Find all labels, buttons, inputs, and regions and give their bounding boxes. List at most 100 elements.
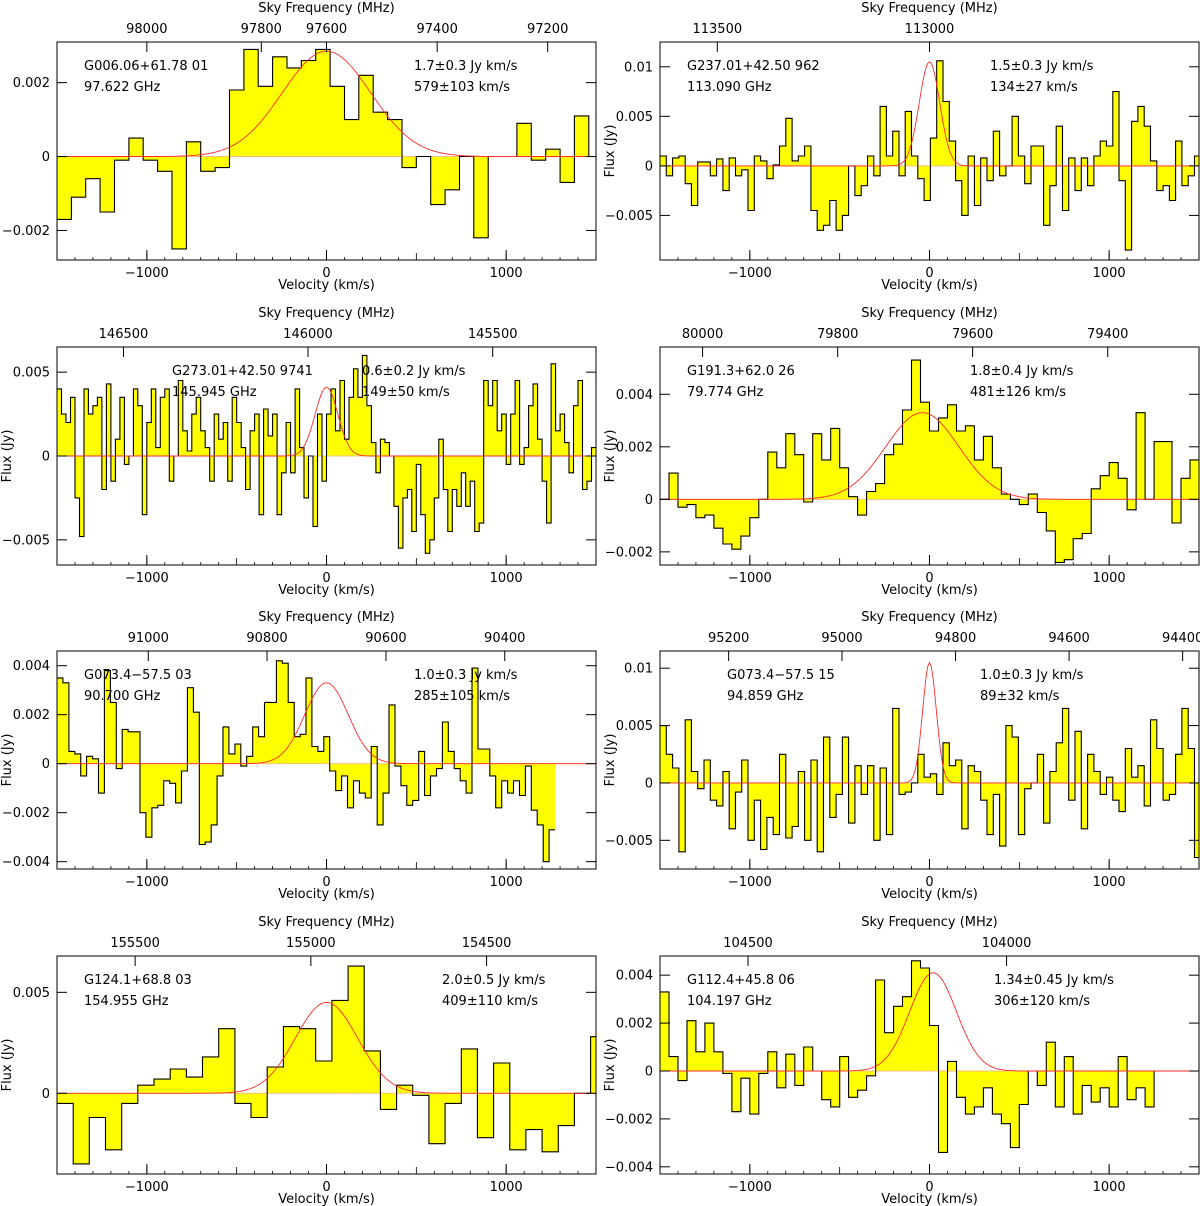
spectrum-bin <box>1010 1070 1020 1148</box>
spectrum-bin <box>330 86 345 157</box>
spectrum-bin <box>760 782 768 850</box>
spectrum-bin <box>660 155 667 166</box>
spectrum-bin <box>911 360 921 500</box>
spectrum-bin <box>582 456 588 490</box>
spectrum-bin <box>1163 165 1170 186</box>
y-tick-label: 0.004 <box>616 388 653 403</box>
spectrum-bin <box>200 430 206 456</box>
x-tick-label: 0 <box>925 266 933 281</box>
x-tick-label: −1000 <box>728 875 772 890</box>
spectrum-bin <box>1172 499 1182 523</box>
spectrum-bin <box>83 388 89 456</box>
spectrum-bin <box>754 155 762 166</box>
spectrum-bin <box>73 1093 90 1164</box>
top-axis-title: Sky Frequency (MHz) <box>861 1 997 16</box>
spectrum-bin <box>558 1093 575 1126</box>
line-width: 134±27 km/s <box>990 80 1078 95</box>
spectrum-bin <box>1055 499 1065 563</box>
integrated-flux: 2.0±0.5 Jy km/s <box>442 973 546 988</box>
x-axis-title: Velocity (km/s) <box>881 1192 978 1206</box>
spectrum-bin <box>1031 146 1038 166</box>
line-frequency: 113.090 GHz <box>687 80 772 95</box>
spectrum-bin <box>1181 708 1189 783</box>
spectrum-bin <box>88 414 94 456</box>
spectrum-bin <box>254 414 260 456</box>
spectrum-bin <box>92 758 99 764</box>
x-tick-label: −1000 <box>728 266 772 281</box>
spectrum-bin <box>949 141 956 166</box>
y-tick-label: 0.002 <box>616 440 653 455</box>
spectrum-bin <box>1018 155 1026 166</box>
spectrum-bin <box>974 165 982 206</box>
spectrum-bin <box>277 456 282 515</box>
spectrum-bin <box>299 1028 317 1094</box>
spectrum-bin <box>968 765 975 783</box>
spectrum-bin <box>668 1056 679 1071</box>
spectrum-bin <box>821 459 832 500</box>
spectrum-bin <box>507 763 514 794</box>
y-tick-label: −0.005 <box>605 834 653 849</box>
x-tick-label: 1000 <box>490 1180 523 1195</box>
spectrum-bin <box>1093 771 1101 783</box>
spectrum-panel-3: −1000 0 1000 −0.005 0 0.005 146500 146000 145500… <box>0 306 597 598</box>
spectrum-bin <box>331 1000 349 1094</box>
spectrum-bin <box>992 1070 1002 1115</box>
x-axis-title: Velocity (km/s) <box>881 278 978 293</box>
spectrum-bin <box>229 90 245 157</box>
top-tick-label: 80000 <box>682 327 723 342</box>
spectrum-bin <box>282 663 289 764</box>
line-width: 89±32 km/s <box>980 689 1060 704</box>
x-axis-title: Velocity (km/s) <box>278 278 375 293</box>
spectrum-bin <box>560 156 575 183</box>
spectrum-bin <box>942 742 950 783</box>
spectrum-bin <box>767 1051 778 1071</box>
spectrum-bin <box>252 726 259 764</box>
spectrum-bin <box>704 161 711 166</box>
spectrum-bin <box>902 996 912 1071</box>
spectrum-bin <box>875 979 885 1071</box>
y-axis-title: Flux (Jy) <box>603 430 618 483</box>
spectrum-bin <box>1118 478 1128 500</box>
spectrum-bin <box>917 165 925 179</box>
spectrum-bin <box>142 456 148 515</box>
y-tick-label: −0.004 <box>2 855 50 870</box>
spectrum-bin <box>1119 782 1126 812</box>
spectrum-bin <box>317 751 325 764</box>
spectrum-bin <box>893 444 903 500</box>
spectrum-bin <box>146 422 152 456</box>
spectrum-bin <box>169 456 175 482</box>
spectrum-bin <box>677 1070 688 1081</box>
spectrum-bin <box>483 380 489 456</box>
spectrum-bin <box>479 456 485 524</box>
spectrum-bin <box>848 496 859 500</box>
spectrum-bin <box>245 456 251 490</box>
line-width: 409±110 km/s <box>442 994 538 1009</box>
spectrum-bin <box>294 736 301 764</box>
x-tick-label: −1000 <box>125 1180 169 1195</box>
spectrum-bin <box>110 456 116 482</box>
spectrum-bin <box>1163 441 1173 500</box>
spectrum-bin <box>999 165 1007 176</box>
spectrum-bin <box>992 467 1002 500</box>
spectrum-bin <box>1137 765 1145 783</box>
spectrum-bin <box>344 119 360 157</box>
spectrum-bin <box>1188 165 1195 176</box>
spectrum-bin <box>258 86 273 157</box>
spectrum-bin <box>501 763 509 781</box>
spectrum-bin <box>232 397 238 456</box>
spectrum-bin <box>202 1056 220 1094</box>
spectrum-bin <box>228 753 236 764</box>
x-tick-label: 1000 <box>490 266 523 281</box>
x-tick-label: 0 <box>925 1180 933 1195</box>
spectrum-bin <box>384 442 390 456</box>
spectrum-bin <box>986 165 994 181</box>
spectrum-bin <box>154 1079 171 1094</box>
spectrum-bin <box>68 751 76 764</box>
spectrum-bin <box>57 156 72 220</box>
spectrum-bin <box>1119 165 1126 181</box>
spectrum-bin <box>758 1070 769 1074</box>
spectrum-bin <box>443 456 449 490</box>
spectrum-bin <box>163 763 171 781</box>
spectrum-panel-7: −1000 0 1000 0 0.005 155500 155000 154500 Veloci… <box>0 915 597 1206</box>
spectrum-bin <box>836 165 843 231</box>
